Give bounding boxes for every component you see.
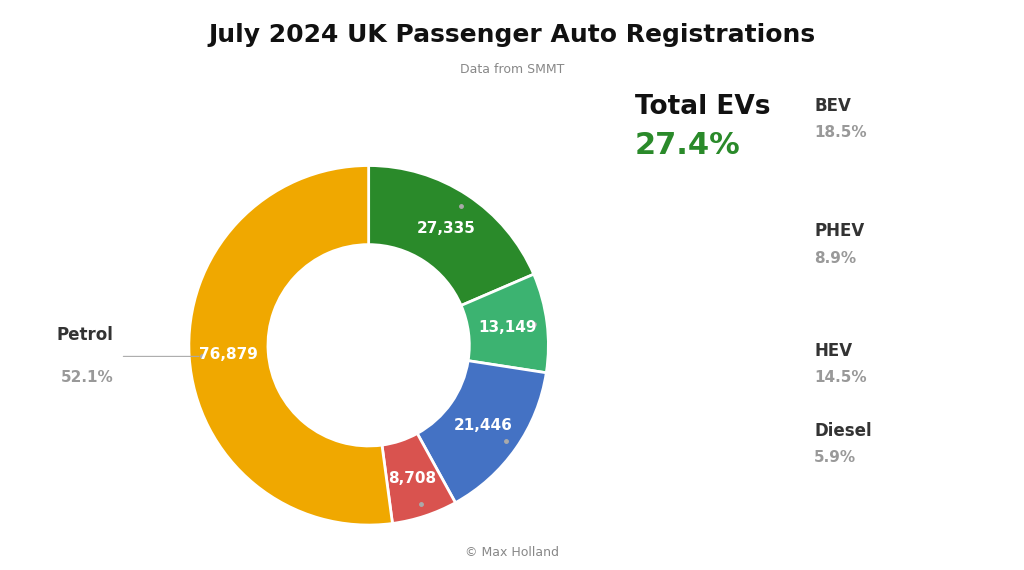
Text: 8.9%: 8.9% (814, 251, 856, 266)
Text: 52.1%: 52.1% (60, 370, 114, 385)
Text: 14.5%: 14.5% (814, 370, 866, 385)
Text: 27.4%: 27.4% (635, 131, 740, 160)
Text: 27,335: 27,335 (417, 221, 475, 235)
Wedge shape (188, 165, 392, 525)
Text: 21,446: 21,446 (454, 418, 513, 433)
Text: 5.9%: 5.9% (814, 450, 856, 465)
Text: Data from SMMT: Data from SMMT (460, 63, 564, 76)
Text: HEV: HEV (814, 342, 852, 360)
Text: PHEV: PHEV (814, 222, 864, 241)
Wedge shape (369, 165, 534, 306)
Wedge shape (461, 274, 549, 373)
Text: 8,708: 8,708 (388, 471, 436, 486)
Text: BEV: BEV (814, 97, 851, 115)
Text: 13,149: 13,149 (478, 320, 537, 335)
Wedge shape (382, 433, 456, 523)
Text: 76,879: 76,879 (200, 347, 258, 362)
Text: Diesel: Diesel (814, 422, 871, 440)
Text: Total EVs: Total EVs (635, 94, 770, 120)
Text: Petrol: Petrol (56, 326, 114, 344)
Wedge shape (417, 361, 546, 503)
Text: July 2024 UK Passenger Auto Registrations: July 2024 UK Passenger Auto Registration… (209, 23, 815, 47)
Text: © Max Holland: © Max Holland (465, 545, 559, 559)
Text: 18.5%: 18.5% (814, 125, 866, 140)
